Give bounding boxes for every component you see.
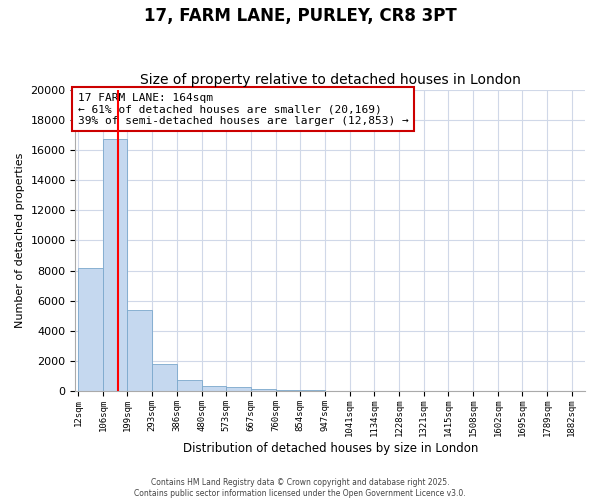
Bar xyxy=(127,310,152,391)
Bar xyxy=(103,140,127,391)
Y-axis label: Number of detached properties: Number of detached properties xyxy=(15,152,25,328)
Bar xyxy=(152,364,177,391)
Title: Size of property relative to detached houses in London: Size of property relative to detached ho… xyxy=(140,73,521,87)
Text: Contains HM Land Registry data © Crown copyright and database right 2025.
Contai: Contains HM Land Registry data © Crown c… xyxy=(134,478,466,498)
X-axis label: Distribution of detached houses by size in London: Distribution of detached houses by size … xyxy=(182,442,478,455)
Text: 17, FARM LANE, PURLEY, CR8 3PT: 17, FARM LANE, PURLEY, CR8 3PT xyxy=(143,8,457,26)
Bar xyxy=(275,390,301,391)
Bar xyxy=(251,389,275,391)
Bar xyxy=(177,380,202,391)
Bar xyxy=(301,390,325,391)
Bar xyxy=(226,388,251,391)
Text: 17 FARM LANE: 164sqm
← 61% of detached houses are smaller (20,169)
39% of semi-d: 17 FARM LANE: 164sqm ← 61% of detached h… xyxy=(78,92,409,126)
Bar xyxy=(202,386,226,391)
Bar xyxy=(78,268,103,391)
